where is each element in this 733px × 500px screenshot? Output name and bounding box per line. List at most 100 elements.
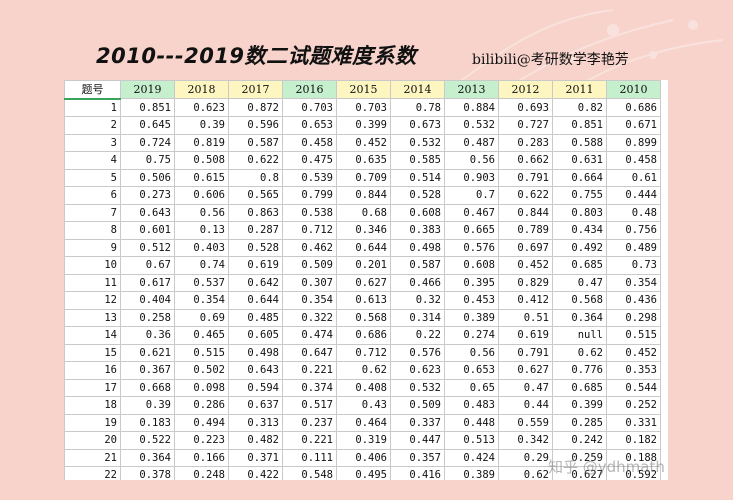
year-header[interactable]: 2013 [444,80,499,99]
difficulty-cell[interactable]: 0.452 [498,256,553,275]
difficulty-cell[interactable]: 0.803 [552,203,607,222]
difficulty-cell[interactable]: 0.467 [444,203,499,222]
difficulty-cell[interactable]: 0.47 [498,378,553,397]
difficulty-cell[interactable]: 0.515 [606,326,661,345]
year-header[interactable]: 2014 [390,80,445,99]
difficulty-cell[interactable]: 0.686 [606,98,661,117]
difficulty-cell[interactable]: 0.098 [174,378,229,397]
difficulty-cell[interactable]: 0.528 [390,186,445,205]
difficulty-cell[interactable]: 0.495 [336,466,391,480]
difficulty-cell[interactable]: 0.62 [552,343,607,362]
difficulty-cell[interactable]: 0.605 [228,326,283,345]
question-number-cell[interactable]: 10 [64,256,121,275]
difficulty-cell[interactable]: 0.608 [444,256,499,275]
difficulty-cell[interactable]: 0.727 [498,116,553,135]
question-number-cell[interactable]: 16 [64,361,121,380]
difficulty-cell[interactable]: 0.258 [120,308,175,327]
difficulty-cell[interactable]: 0.322 [282,308,337,327]
difficulty-cell[interactable]: 0.643 [228,361,283,380]
difficulty-cell[interactable]: 0.635 [336,151,391,170]
difficulty-cell[interactable]: 0.221 [282,361,337,380]
difficulty-cell[interactable]: 0.498 [228,343,283,362]
difficulty-cell[interactable]: 0.506 [120,168,175,187]
difficulty-cell[interactable]: 0.444 [606,186,661,205]
difficulty-cell[interactable]: 0.498 [390,238,445,257]
difficulty-cell[interactable]: 0.248 [174,466,229,480]
difficulty-cell[interactable]: 0.789 [498,221,553,240]
difficulty-cell[interactable]: 0.383 [390,221,445,240]
difficulty-cell[interactable]: 0.755 [552,186,607,205]
difficulty-cell[interactable]: 0.313 [228,413,283,432]
difficulty-cell[interactable]: 0.56 [444,343,499,362]
difficulty-cell[interactable]: 0.799 [282,186,337,205]
difficulty-cell[interactable]: 0.647 [282,343,337,362]
difficulty-cell[interactable]: 0.462 [282,238,337,257]
difficulty-cell[interactable]: 0.548 [282,466,337,480]
question-number-cell[interactable]: 15 [64,343,121,362]
difficulty-cell[interactable]: 0.819 [174,133,229,152]
difficulty-cell[interactable]: 0.631 [552,151,607,170]
question-number-cell[interactable]: 9 [64,238,121,257]
difficulty-cell[interactable]: 0.615 [174,168,229,187]
difficulty-cell[interactable]: 0.252 [606,396,661,415]
difficulty-cell[interactable]: 0.703 [336,98,391,117]
difficulty-cell[interactable]: 0.378 [120,466,175,480]
difficulty-cell[interactable]: 0.619 [228,256,283,275]
question-number-cell[interactable]: 6 [64,186,121,205]
difficulty-cell[interactable]: 0.448 [444,413,499,432]
difficulty-cell[interactable]: 0.709 [336,168,391,187]
difficulty-cell[interactable]: 0.565 [228,186,283,205]
question-number-cell[interactable]: 2 [64,116,121,135]
difficulty-cell[interactable]: 0.354 [606,273,661,292]
difficulty-cell[interactable]: 0.851 [120,98,175,117]
difficulty-cell[interactable]: 0.51 [498,308,553,327]
difficulty-cell[interactable]: 0.8 [228,168,283,187]
difficulty-cell[interactable]: 0.39 [120,396,175,415]
difficulty-cell[interactable]: 0.686 [336,326,391,345]
difficulty-cell[interactable]: 0.403 [174,238,229,257]
difficulty-cell[interactable]: 0.298 [606,308,661,327]
question-number-cell[interactable]: 8 [64,221,121,240]
difficulty-cell[interactable]: 0.724 [120,133,175,152]
difficulty-cell[interactable]: 0.56 [174,203,229,222]
difficulty-cell[interactable]: 0.627 [336,273,391,292]
difficulty-cell[interactable]: 0.568 [336,308,391,327]
difficulty-cell[interactable]: 0.532 [390,133,445,152]
difficulty-cell[interactable]: 0.606 [174,186,229,205]
difficulty-cell[interactable]: 0.364 [120,448,175,467]
difficulty-cell[interactable]: 0.685 [552,256,607,275]
difficulty-cell[interactable]: 0.899 [606,133,661,152]
difficulty-cell[interactable]: 0.47 [552,273,607,292]
difficulty-cell[interactable]: 0.273 [120,186,175,205]
difficulty-cell[interactable]: 0.851 [552,116,607,135]
difficulty-cell[interactable]: 0.319 [336,431,391,450]
difficulty-cell[interactable]: 0.623 [390,361,445,380]
difficulty-cell[interactable]: 0.44 [498,396,553,415]
question-number-cell[interactable]: 20 [64,431,121,450]
difficulty-cell[interactable]: 0.274 [444,326,499,345]
difficulty-cell[interactable]: 0.354 [174,291,229,310]
difficulty-cell[interactable]: 0.56 [444,151,499,170]
difficulty-cell[interactable]: 0.483 [444,396,499,415]
difficulty-cell[interactable]: 0.502 [174,361,229,380]
question-number-cell[interactable]: 13 [64,308,121,327]
difficulty-cell[interactable]: 0.13 [174,221,229,240]
question-number-header[interactable]: 题号 [64,80,121,100]
difficulty-cell[interactable]: 0.903 [444,168,499,187]
difficulty-cell[interactable]: 0.697 [498,238,553,257]
difficulty-cell[interactable]: 0.619 [498,326,553,345]
difficulty-cell[interactable]: 0.182 [606,431,661,450]
difficulty-cell[interactable]: 0.399 [552,396,607,415]
difficulty-cell[interactable]: 0.346 [336,221,391,240]
question-number-cell[interactable]: 18 [64,396,121,415]
question-number-cell[interactable]: 1 [64,98,121,117]
difficulty-cell[interactable]: 0.371 [228,448,283,467]
difficulty-cell[interactable]: 0.422 [228,466,283,480]
difficulty-cell[interactable]: 0.544 [606,378,661,397]
difficulty-cell[interactable]: 0.61 [606,168,661,187]
year-header[interactable]: 2016 [282,80,337,99]
difficulty-cell[interactable]: 0.588 [552,133,607,152]
difficulty-cell[interactable]: 0.494 [174,413,229,432]
difficulty-cell[interactable]: 0.69 [174,308,229,327]
year-header[interactable]: 2017 [228,80,283,99]
